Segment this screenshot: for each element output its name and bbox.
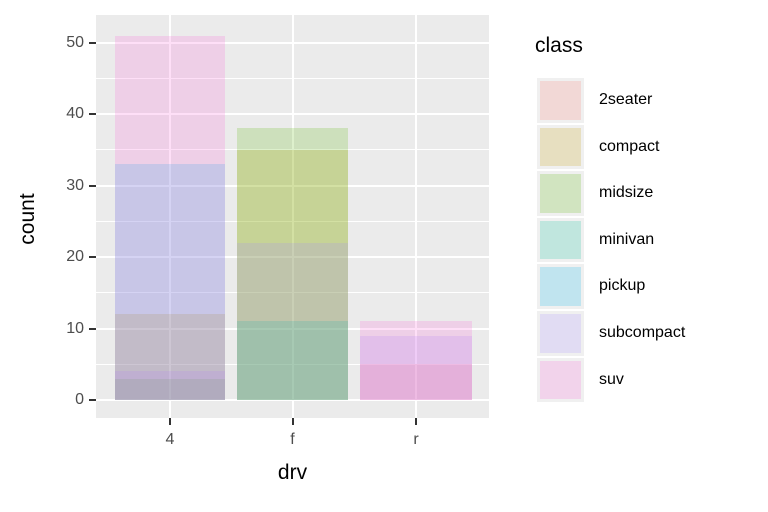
y-tick-label: 30	[66, 176, 84, 194]
y-tick-mark	[89, 399, 96, 401]
y-tick-mark	[89, 113, 96, 116]
legend-swatch-subcompact	[540, 314, 581, 353]
bar-segment-subcompact	[115, 371, 225, 400]
y-axis-title: count	[16, 193, 39, 245]
x-tick-label: f	[290, 431, 295, 448]
bar-segment-suv	[115, 35, 225, 400]
bar-segment-subcompact	[360, 335, 472, 400]
legend-key-midsize	[537, 171, 584, 216]
legend: class 2seater compact midsize minivan pickup…	[534, 30, 764, 410]
gridline-major-vertical	[415, 15, 417, 418]
y-tick-mark	[89, 41, 96, 44]
legend-label-minivan: minivan	[599, 230, 655, 248]
legend-swatch-pickup	[540, 267, 581, 306]
legend-title: class	[535, 34, 583, 57]
legend-label-compact: compact	[599, 137, 660, 155]
x-tick-label: r	[413, 431, 419, 448]
bar-segment-compact	[237, 149, 348, 400]
y-tick-label: 50	[66, 33, 84, 51]
legend-swatch-compact	[540, 127, 581, 167]
gridline-major-vertical	[291, 15, 294, 418]
x-tick-label: 4	[165, 431, 175, 448]
y-tick-mark	[89, 327, 96, 330]
bar-segment-suv	[360, 321, 472, 400]
bar-segment-midsize	[237, 128, 348, 400]
y-tick-label: 10	[66, 319, 84, 337]
bar-drv-r	[360, 15, 472, 418]
bar-segment-compact	[115, 314, 225, 400]
legend-key-subcompact	[537, 311, 584, 356]
y-tick-label: 0	[75, 391, 84, 408]
y-tick-mark	[89, 184, 96, 187]
legend-swatch-2seater	[540, 81, 581, 120]
bar-drv-f	[237, 15, 348, 418]
x-tick-mark	[291, 418, 294, 425]
y-tick-mark	[89, 256, 96, 259]
legend-label-midsize: midsize	[599, 184, 654, 202]
x-axis-title: drv	[277, 461, 308, 484]
bar-segment-subcompact	[237, 242, 348, 400]
x-tick-mark	[415, 418, 417, 425]
legend-label-pickup: pickup	[599, 277, 646, 295]
bar-drv-4	[115, 15, 225, 418]
legend-label-2seater: 2seater	[599, 91, 653, 108]
bar-segment-pickup	[115, 164, 225, 400]
bar-segment-2seater	[360, 364, 472, 400]
legend-key-suv	[537, 357, 584, 403]
legend-swatch-suv	[540, 360, 581, 400]
legend-swatch-minivan	[540, 220, 581, 260]
x-tick-mark	[169, 418, 171, 425]
legend-label-suv: suv	[599, 370, 624, 388]
bar-segment-minivan	[237, 321, 348, 400]
legend-key-compact	[537, 124, 584, 170]
plot-panel	[96, 15, 489, 418]
bar-segment-midsize	[115, 378, 225, 400]
legend-key-2seater	[537, 78, 584, 123]
gridline-major-vertical	[169, 15, 171, 418]
legend-swatch-midsize	[540, 174, 581, 213]
legend-label-subcompact: subcompact	[599, 324, 686, 341]
y-tick-label: 20	[66, 248, 84, 266]
legend-key-minivan	[537, 217, 584, 263]
y-tick-label: 40	[66, 105, 84, 123]
legend-key-pickup	[537, 264, 584, 309]
